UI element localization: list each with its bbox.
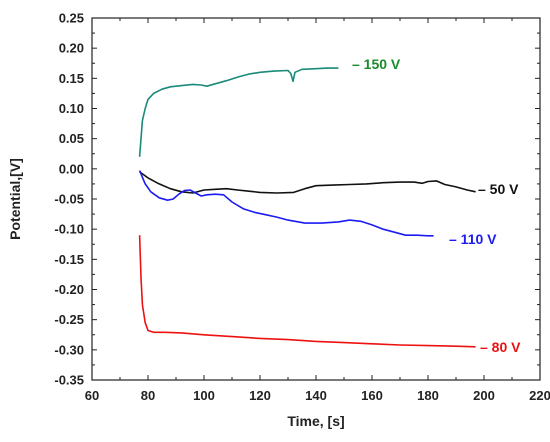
x-axis-title: Time, [s] <box>287 413 344 429</box>
series-label-3: – 80 V <box>480 339 521 355</box>
y-tick-label: 0.15 <box>59 71 84 86</box>
x-tick-label: 200 <box>473 388 495 403</box>
y-tick-label: 0.10 <box>59 101 84 116</box>
y-tick-label: -0.15 <box>54 252 84 267</box>
series-line-0 <box>138 67 339 157</box>
y-axis-title: Potential,[V] <box>7 158 23 240</box>
x-tick-label: 120 <box>249 388 271 403</box>
series-group <box>138 67 476 348</box>
y-tick-label: 0.25 <box>59 11 84 26</box>
x-tick-label: 180 <box>417 388 439 403</box>
labels-group: 60 80 100 120 140 160 180 200 220 0.25 0.20 0.15 0.1… <box>7 11 550 430</box>
y-tick-label: -0.05 <box>54 192 84 207</box>
series-line-3 <box>138 235 476 348</box>
x-tick-label: 80 <box>141 388 155 403</box>
y-tick-label: 0.05 <box>59 131 84 146</box>
series-line-2 <box>138 170 434 237</box>
x-tick-label: 60 <box>85 388 99 403</box>
series-label-2: – 110 V <box>449 231 497 247</box>
x-tick-label: 100 <box>193 388 215 403</box>
y-tick-label: -0.30 <box>54 342 84 357</box>
y-tick-label: -0.35 <box>54 373 84 388</box>
x-tick-label: 220 <box>529 388 550 403</box>
series-label-1: – 50 V <box>478 181 519 197</box>
y-tick-label: 0.20 <box>59 41 84 56</box>
axes-group <box>91 17 541 381</box>
y-tick-label: 0.00 <box>59 161 84 176</box>
x-tick-label: 160 <box>361 388 383 403</box>
y-tick-label: -0.25 <box>54 312 84 327</box>
plot-frame <box>91 17 541 381</box>
x-tick-label: 140 <box>305 388 327 403</box>
y-tick-label: -0.20 <box>54 282 84 297</box>
series-line-1 <box>139 171 476 194</box>
series-label-0: – 150 V <box>352 56 401 72</box>
y-tick-label: -0.10 <box>54 222 84 237</box>
